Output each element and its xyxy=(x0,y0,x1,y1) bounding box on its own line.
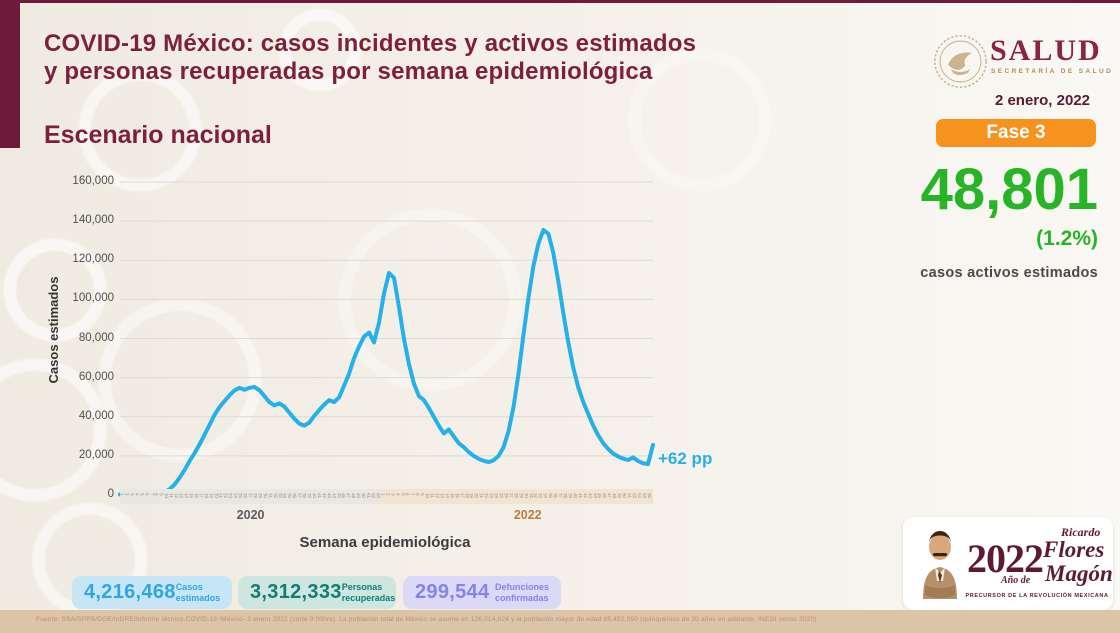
y-tick-label: 0 xyxy=(107,488,114,500)
chart-delta-annotation: +62 pp xyxy=(658,449,713,468)
kpi-block: 48,801 (1.2%) casos activos estimados xyxy=(778,157,1098,281)
y-tick-label: 60,000 xyxy=(78,370,114,383)
y-tick-label: 100,000 xyxy=(72,292,114,305)
stat-value: 4,216,468 xyxy=(84,581,176,603)
magon-last-name-2: Magón xyxy=(1045,561,1113,586)
chart-x-axis-strip: 1234567891011121314151617181920212223242… xyxy=(120,489,653,504)
magon-year-sub: Año de xyxy=(1001,575,1031,586)
phase-badge: Fase 3 xyxy=(936,119,1096,147)
estimated-cases-line xyxy=(118,227,655,497)
page-title-line2: y personas recuperadas por semana epidem… xyxy=(44,58,653,86)
y-tick-label: 20,000 xyxy=(78,448,114,461)
stat-label: Defunciones confirmadas xyxy=(494,582,549,603)
x-axis-year-2020: 2020 xyxy=(236,508,265,522)
week-tick-labels: 1234567891011121314151617181920212223242… xyxy=(120,489,652,504)
magon-portrait-icon xyxy=(923,531,957,599)
y-tick-label: 120,000 xyxy=(72,253,114,266)
y-tick-label: 160,000 xyxy=(72,175,114,187)
report-date: 2 enero, 2022 xyxy=(994,92,1090,109)
y-tick-label: 40,000 xyxy=(78,409,114,422)
week-number: 55 xyxy=(646,492,653,499)
stat-box-0: 4,216,468 Casos estimados xyxy=(72,576,232,609)
magon-commemorative-badge: 2022 Año de Ricardo Flores Magón PRECURS… xyxy=(903,517,1113,610)
salud-logo-text: SALUD xyxy=(990,34,1102,67)
x-strip-2020-band xyxy=(120,489,382,504)
stat-value: 3,312,333 xyxy=(250,581,342,603)
magon-year: 2022 xyxy=(967,536,1044,581)
stat-label: Personas recuperadas xyxy=(341,582,396,603)
x-strip-2021-band xyxy=(381,489,653,504)
stat-box-2: 299,544 Defunciones confirmadas xyxy=(403,576,561,609)
x-axis-year-2022: 2022 xyxy=(513,508,542,522)
stat-box-1: 3,312,333 Personas recuperadas xyxy=(238,576,396,609)
source-note: Fuente: SSA/SPPS/DGE/InDRE/Informe técni… xyxy=(36,616,817,623)
top-accent-line xyxy=(0,0,1120,3)
stat-label: Casos estimados xyxy=(175,582,221,603)
kpi-active-cases-value: 48,801 xyxy=(920,157,1098,222)
page-title: COVID-19 México: casos incidentes y acti… xyxy=(44,30,894,86)
kpi-active-cases-label: casos activos estimados xyxy=(920,264,1098,281)
magon-tagline: PRECURSOR DE LA REVOLUCIÓN MEXICANA xyxy=(965,593,1109,599)
salud-logo-subtitle: SECRETARÍA DE SALUD xyxy=(991,68,1114,75)
page-title-line1: COVID-19 México: casos incidentes y acti… xyxy=(44,30,697,57)
magon-last-name-1: Flores xyxy=(1043,537,1105,562)
stat-value: 299,544 xyxy=(415,581,490,603)
footer-strip: Fuente: SSA/SPPS/DGE/InDRE/Informe técni… xyxy=(0,610,1120,633)
mexico-eagle-seal-icon xyxy=(934,35,987,88)
line-chart xyxy=(118,181,655,497)
chart-x-axis-title: Semana epidemiológica xyxy=(299,534,471,551)
scenario-heading: Escenario nacional xyxy=(44,121,272,149)
magon-first-name: Ricardo xyxy=(1061,525,1101,539)
y-tick-label: 80,000 xyxy=(78,331,114,344)
y-tick-label: 140,000 xyxy=(72,214,114,227)
left-accent-bar xyxy=(0,0,20,148)
kpi-active-cases-percent: (1.2%) xyxy=(1036,226,1098,250)
